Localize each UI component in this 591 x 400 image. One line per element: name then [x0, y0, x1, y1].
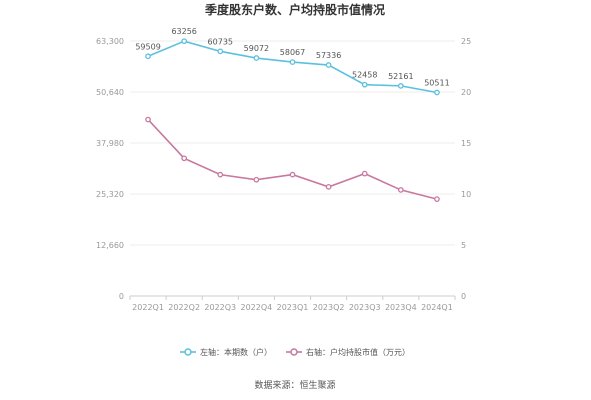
data-label: 52458: [352, 71, 377, 80]
data-point: [145, 53, 151, 60]
data-label: 57336: [316, 51, 341, 60]
data-point: [217, 171, 224, 178]
data-label: 59072: [244, 44, 269, 53]
data-point: [181, 155, 188, 162]
right-axis-ticks: 0 5 10 15 20 25: [461, 37, 471, 301]
x-tick-label: 2022Q3: [204, 303, 236, 312]
series-layer: [145, 38, 440, 202]
data-point: [434, 196, 440, 202]
x-tick-label: 2023Q2: [313, 303, 345, 312]
left-tick-label: 37,980: [96, 139, 124, 148]
source-note: 数据来源：恒生聚源: [254, 379, 335, 391]
right-tick-label: 15: [461, 139, 471, 148]
data-label: 58067: [280, 48, 305, 57]
right-tick-label: 0: [461, 292, 466, 301]
right-tick-label: 20: [461, 88, 471, 97]
data-point: [397, 83, 404, 89]
right-tick-label: 10: [461, 190, 471, 199]
data-point: [289, 59, 296, 65]
x-tick-label: 2023Q1: [277, 303, 309, 312]
left-tick-label: 50,640: [96, 88, 124, 97]
x-axis: 2022Q1 2022Q2 2022Q3 2022Q4 2023Q1 2023Q2 2023…: [129, 296, 456, 312]
data-label: 59509: [135, 42, 160, 51]
data-point: [361, 81, 368, 88]
x-tick-label: 2023Q3: [349, 303, 381, 312]
left-axis-ticks: 0 12,660 25,320 37,980 50,640 63,300: [96, 37, 124, 301]
data-point: [181, 38, 188, 45]
left-tick-label: 12,660: [96, 241, 124, 250]
data-label: 60735: [208, 37, 233, 46]
data-point: [434, 89, 440, 96]
x-tick-label: 2023Q4: [385, 303, 417, 312]
data-point: [253, 176, 260, 183]
x-tick-label: 2022Q1: [132, 303, 164, 312]
data-point: [325, 184, 332, 190]
data-point: [253, 55, 260, 61]
series-line-1: [147, 118, 438, 200]
left-tick-label: 0: [119, 292, 124, 301]
legend-label: 左轴：本期数（户）: [200, 347, 272, 357]
x-tick-label: 2022Q2: [168, 303, 200, 312]
data-point: [397, 187, 404, 193]
x-tick-label: 2024Q1: [421, 303, 453, 312]
data-point: [217, 48, 224, 55]
data-label: 50511: [424, 79, 449, 88]
data-labels: 59509 63256 60735 59072 58067 57336 52458 52161…: [135, 27, 449, 87]
legend-swatch-marker: [184, 348, 192, 356]
data-point: [361, 170, 368, 177]
chart-title: 季度股东户数、户均持股市值情况: [204, 2, 385, 17]
left-tick-label: 25,320: [96, 190, 124, 199]
x-tick-label: 2022Q4: [241, 303, 273, 312]
right-tick-label: 5: [461, 241, 466, 250]
legend-swatch-marker: [290, 348, 298, 356]
left-tick-label: 63,300: [96, 37, 124, 46]
legend[interactable]: 左轴：本期数（户） 右轴：户均持股市值（万元）: [180, 347, 410, 357]
data-point: [289, 171, 296, 178]
data-label: 52161: [388, 72, 413, 81]
data-point: [325, 62, 332, 68]
data-point: [145, 116, 151, 123]
right-tick-label: 25: [461, 37, 471, 46]
data-label: 63256: [171, 27, 196, 36]
legend-label: 右轴：户均持股市值（万元）: [306, 347, 410, 357]
